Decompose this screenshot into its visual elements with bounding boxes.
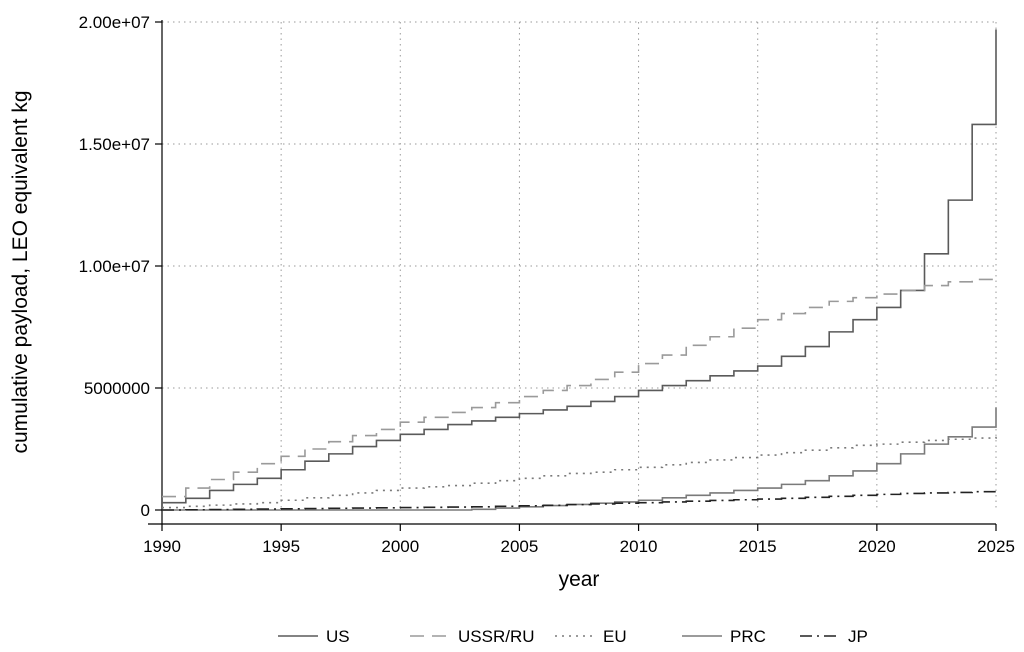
series-line-jp xyxy=(162,490,997,511)
x-tick-label: 2015 xyxy=(739,537,777,556)
series-line-prc xyxy=(162,407,997,511)
x-tick-label: 2010 xyxy=(620,537,658,556)
y-tick-label: 5000000 xyxy=(84,379,150,398)
y-tick-label: 1.00e+07 xyxy=(79,257,150,276)
x-tick-label: 2005 xyxy=(501,537,539,556)
y-axis-title: cumulative payload, LEO equivalent kg xyxy=(9,90,32,453)
legend-label: JP xyxy=(848,627,868,646)
x-tick-label: 1990 xyxy=(143,537,181,556)
series-line-ussr-ru xyxy=(162,276,997,498)
y-tick-label: 1.50e+07 xyxy=(79,135,150,154)
grid-lines xyxy=(162,21,997,510)
legend: US USSR/RU EU PRC JP xyxy=(278,627,868,646)
series-lines xyxy=(162,29,997,511)
axis-ticks: 1990 1995 2000 2005 2010 2015 2020 2025 0 5000000… xyxy=(79,13,1015,556)
legend-label: USSR/RU xyxy=(458,627,535,646)
axes xyxy=(148,20,996,525)
x-tick-label: 2020 xyxy=(858,537,896,556)
legend-label: PRC xyxy=(730,627,766,646)
x-tick-label: 2000 xyxy=(381,537,419,556)
y-tick-label: 2.00e+07 xyxy=(79,13,150,32)
x-axis-title: year xyxy=(559,568,600,591)
y-tick-label: 0 xyxy=(141,501,150,520)
legend-label: EU xyxy=(603,627,627,646)
series-line-us xyxy=(162,29,997,504)
legend-label: US xyxy=(326,627,350,646)
x-tick-label: 1995 xyxy=(262,537,300,556)
series-line-eu xyxy=(162,436,997,509)
x-tick-label: 2025 xyxy=(977,537,1015,556)
